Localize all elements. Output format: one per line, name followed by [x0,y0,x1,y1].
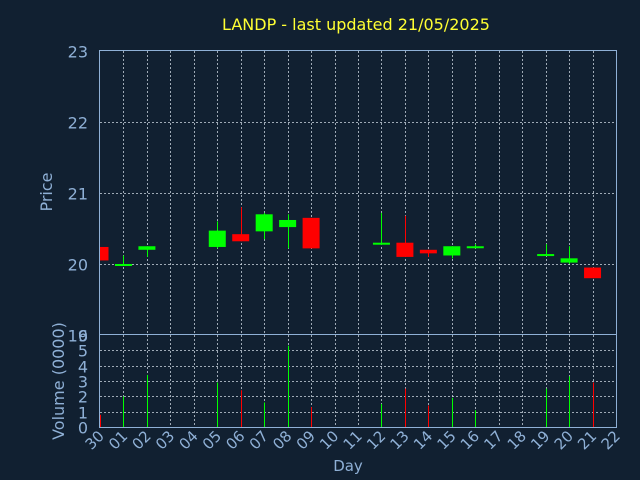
chart-title: LANDP - last updated 21/05/2025 [222,15,490,34]
price-y-tick-label: 23 [68,43,88,62]
volume-axis-label: Volume (0000) [49,322,68,440]
candle-body [138,246,156,250]
candle-body [560,258,578,263]
volume-y-tick-label: 5 [78,342,88,361]
volume-y-tick-label: 6 [78,327,88,346]
candle-body [584,267,602,279]
candle-body [466,246,484,249]
x-axis-label: Day [333,457,363,475]
candle-body [372,242,390,245]
candle-body [302,217,320,249]
price-y-tick-labels: 19 20 21 22 23 [68,43,88,346]
volume-y-tick-label: 0 [78,419,88,438]
candle-body [537,254,555,257]
candle-body [232,234,250,242]
candle-body [114,264,132,266]
candlestick-series [100,207,602,279]
candle-body [255,214,273,232]
x-tick-labels: 3001020304050607080910111213141516171819… [82,427,624,453]
price-axis-label: Price [37,172,56,211]
price-y-tick-label: 22 [68,114,88,133]
candle-body [419,249,437,254]
candle-body [279,219,297,228]
volume-y-tick-label: 1 [78,404,88,423]
price-y-tick-label: 19 [68,327,88,346]
price-y-tick-label: 21 [68,185,88,204]
price-y-tick-label: 20 [68,256,88,275]
candle-body [100,246,109,261]
volume-y-tick-label: 3 [78,373,88,392]
volume-y-tick-label: 2 [78,388,88,407]
volume-series [100,345,594,427]
volume-plot-frame [99,334,617,428]
volume-y-tick-label: 4 [78,358,88,377]
price-gridlines [100,51,616,335]
candle-body [208,230,226,247]
candle-body [443,246,461,256]
candle-body [396,242,414,257]
